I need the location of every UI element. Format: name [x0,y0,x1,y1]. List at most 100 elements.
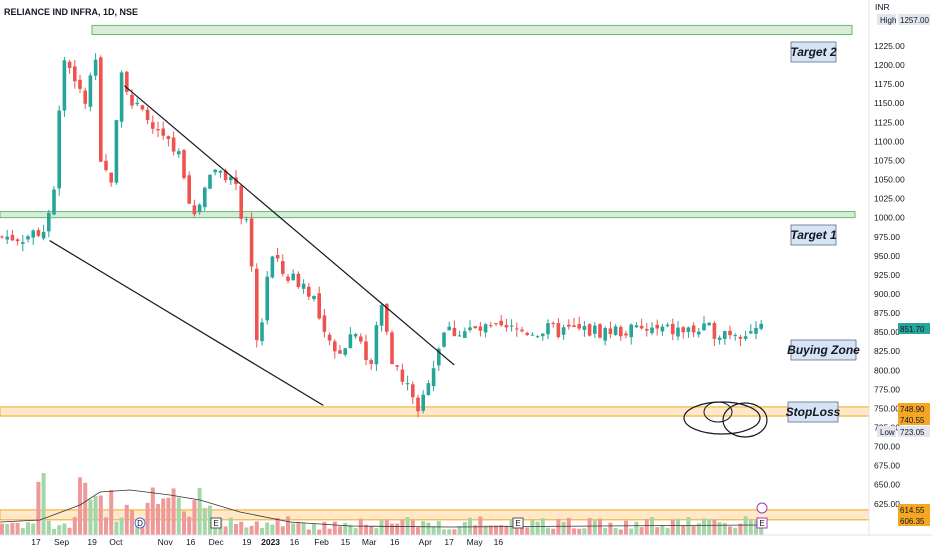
y-tick-label: 875.00 [874,308,900,318]
volume-bar [478,516,483,535]
candle-body [759,323,763,329]
candle-body [203,187,207,208]
candle-body [343,348,347,355]
event-marker-label: E [213,519,218,528]
volume-bar [561,521,566,535]
candle-body [93,59,98,76]
volume-bar [88,499,93,535]
y-tick-label: 950.00 [874,251,900,261]
currency-label: INR [875,2,890,12]
candle-body [494,323,498,325]
candle-body [171,137,176,152]
volume-bar [239,521,244,535]
price-tag-bg [898,414,930,425]
candle-body [473,326,477,329]
volume-bar [197,487,202,535]
candle-body [702,323,706,331]
candle-body [390,332,394,365]
candle-body [613,326,618,335]
x-tick-label: 2023 [261,537,280,547]
candle-body [717,337,722,340]
volume-bar [712,519,717,535]
price-tag-caption-bg [877,14,896,25]
candle-body [327,334,332,341]
candle-body [244,219,249,221]
volume-bar [728,526,732,535]
volume-bar [166,497,171,535]
candle-body [379,305,384,326]
candle-body [395,365,399,367]
candle-body [109,172,113,183]
volume-bar [260,527,264,535]
candle-body [125,71,129,92]
x-tick-label: 19 [242,537,252,547]
annotation-box [790,224,837,246]
earnings-marker[interactable] [512,517,524,529]
volume-bar [592,520,597,535]
volume-bar [265,522,270,535]
candle-body [15,239,20,242]
x-tick-label: Dec [209,537,225,547]
candle-body [218,170,223,173]
volume-bar [436,521,441,535]
volume-bar [748,520,753,535]
candle-body [78,79,82,89]
volume-bar [416,527,420,535]
candle-body [593,325,597,334]
earnings-marker[interactable] [210,517,222,529]
volume-bar [270,524,275,535]
volume-bar [494,525,498,535]
candle-body [47,212,51,232]
volume-bar [358,518,363,535]
volume-bar [743,516,748,535]
candle-body [67,61,72,69]
candle-body [551,323,555,325]
price-zone [91,24,853,36]
candle-body [421,394,425,411]
volume-bar [10,522,15,535]
volume-bar [130,510,134,535]
volume-bar [431,526,436,535]
candle-body [281,261,285,274]
candle-body [447,326,451,331]
candle-body [723,331,727,339]
candle-body [229,176,233,181]
volume-bar [384,519,389,535]
volume-bar [587,518,592,535]
volume-bar [405,517,410,535]
candle-body [333,341,337,352]
candle-body [41,231,46,239]
dividend-marker[interactable] [134,517,146,529]
y-tick-label: 900.00 [874,289,900,299]
volume-bar [317,529,322,535]
candle-body [733,335,737,337]
price-tag-bg [898,403,930,414]
earnings-marker[interactable] [756,517,768,529]
volume-bar [291,523,296,535]
candle-body [119,72,124,122]
y-tick-label: 650.00 [874,480,900,490]
candle-body [161,128,165,136]
price-tag-caption: Low [880,428,895,437]
candle-body [10,234,15,241]
volume-bar [114,521,119,535]
candle-body [213,169,217,173]
candle-body [509,325,514,327]
volume-bar [702,518,706,535]
split-marker[interactable] [756,502,768,514]
candle-body [463,331,467,338]
x-tick-label: 17 [444,537,454,547]
candle-body [707,322,711,326]
candle-body [572,325,576,328]
candle-body [192,205,197,215]
volume-bar [15,523,20,535]
candle-body [182,150,186,179]
volume-bar [426,522,431,535]
candle-body [624,333,628,336]
y-tick-label: 1025.00 [874,194,905,204]
candle-body [645,328,649,331]
volume-bar [301,522,306,535]
candle-body [187,175,191,204]
